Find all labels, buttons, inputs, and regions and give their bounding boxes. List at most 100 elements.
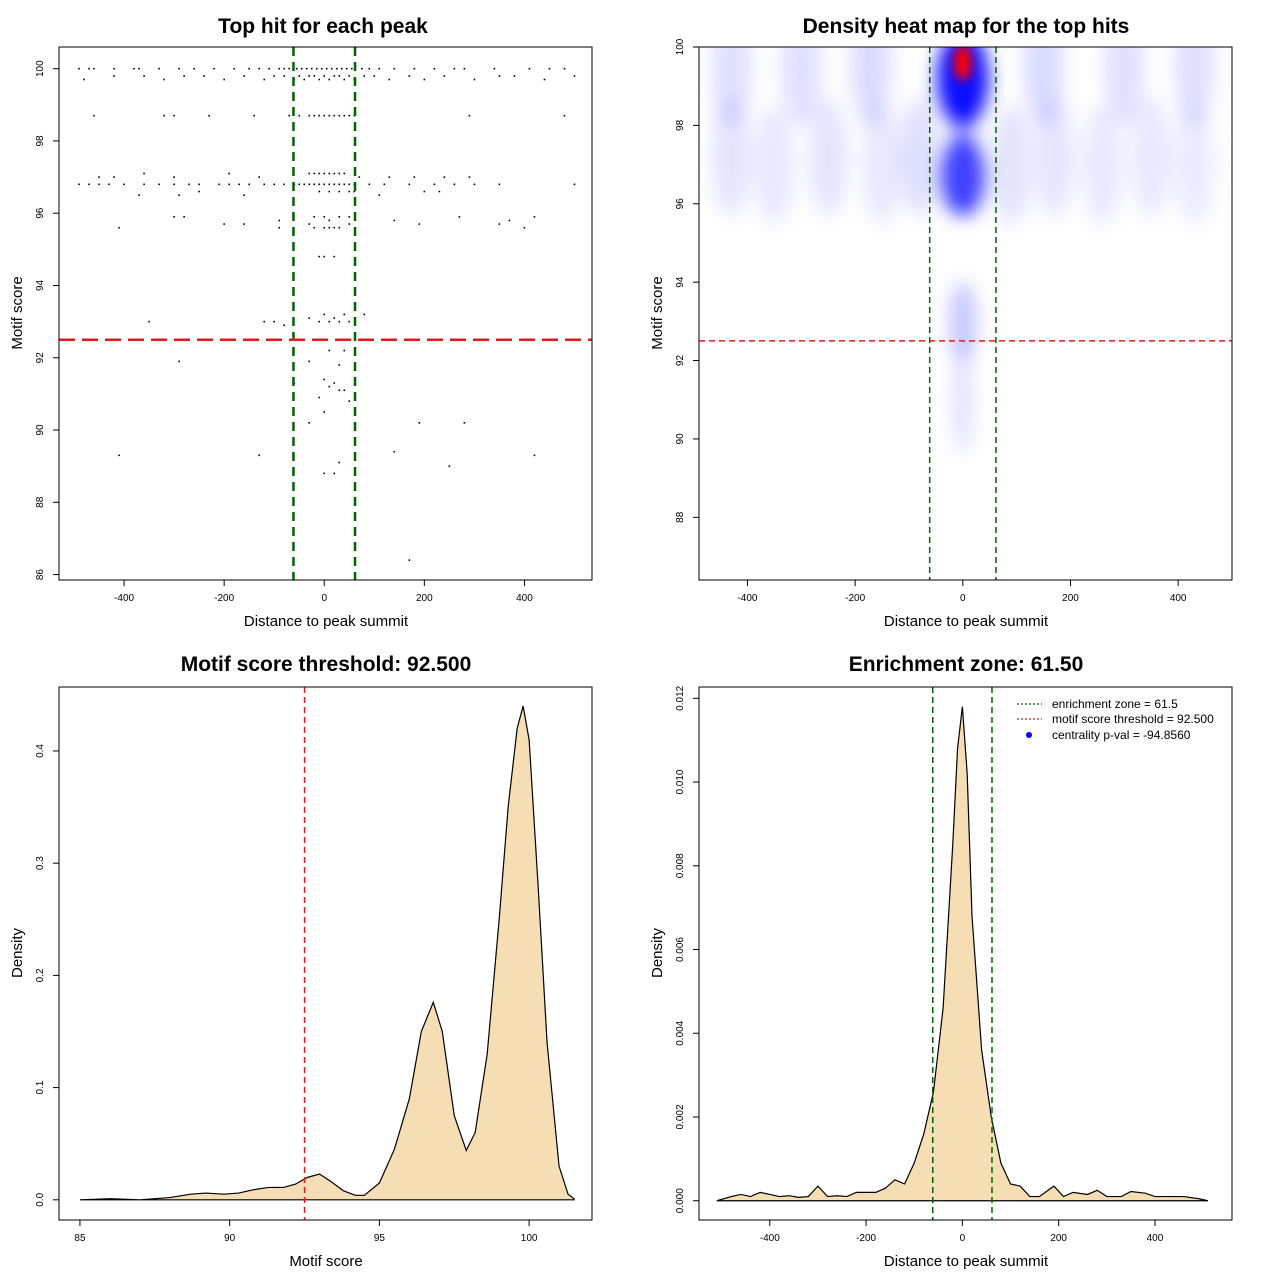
y-tick-label: 0.3 xyxy=(35,856,46,870)
scatter-point xyxy=(313,226,316,229)
scatter-point xyxy=(178,67,180,70)
score-density-y-axis: 0.0 0.1 0.2 0.3 0.4 xyxy=(35,744,60,1207)
scatter-point xyxy=(143,183,145,186)
scatter-point xyxy=(328,78,331,81)
scatter-point xyxy=(498,183,501,186)
scatter-point xyxy=(323,172,326,175)
scatter-point xyxy=(315,67,318,70)
scatter-point xyxy=(308,223,311,225)
scatter-xlabel: Distance to peak summit xyxy=(244,613,409,630)
y-tick-label: 0.4 xyxy=(35,744,46,758)
heatmap-hotspot-peak xyxy=(953,47,972,81)
scatter-point xyxy=(323,226,326,229)
scatter-point xyxy=(350,67,353,70)
scatter-point xyxy=(353,190,356,193)
scatter-point xyxy=(388,78,391,81)
scatter-point xyxy=(573,75,576,77)
scatter-ylabel: Motif score xyxy=(9,276,26,349)
x-tick-label: 95 xyxy=(374,1233,386,1244)
scatter-point xyxy=(393,450,396,453)
scatter-point xyxy=(393,219,396,222)
scatter-point xyxy=(348,223,351,225)
y-tick-label: 94 xyxy=(35,279,46,291)
scatter-point xyxy=(183,216,185,218)
scatter-point xyxy=(328,183,331,186)
x-tick-label: 85 xyxy=(74,1233,86,1244)
scatter-point xyxy=(273,320,276,323)
scatter-point xyxy=(533,216,536,218)
heatmap-hotspot-bridge xyxy=(950,97,975,154)
scatter-point xyxy=(83,78,85,81)
scatter-point xyxy=(283,183,286,186)
x-tick-label: 200 xyxy=(1050,1233,1067,1244)
scatter-point xyxy=(423,190,426,193)
heatmap-x-axis: -400 -200 0 200 400 xyxy=(737,579,1187,604)
scatter-point xyxy=(108,183,110,186)
scatter-point xyxy=(298,114,301,117)
y-tick-label: 0.0 xyxy=(35,1192,46,1206)
scatter-point xyxy=(278,67,281,70)
scatter-point xyxy=(208,114,210,117)
heatmap-haze xyxy=(851,47,892,127)
scatter-point xyxy=(388,176,391,178)
scatter-point xyxy=(543,78,546,81)
scatter-point xyxy=(338,216,341,218)
scatter-point xyxy=(338,190,341,193)
distance-density-x-axis: -400 -200 0 200 400 xyxy=(760,1219,1164,1244)
scatter-point xyxy=(378,194,381,196)
scatter-point xyxy=(248,183,250,186)
scatter-point xyxy=(340,67,343,70)
scatter-point xyxy=(345,67,348,70)
scatter-point xyxy=(328,190,331,193)
scatter-point xyxy=(313,114,316,117)
distance-density-title: Enrichment zone: 61.50 xyxy=(849,653,1084,676)
scatter-point xyxy=(468,114,471,117)
scatter-point xyxy=(330,67,333,70)
scatter-point xyxy=(283,67,286,70)
y-tick-label: 88 xyxy=(675,511,686,523)
scatter-point xyxy=(328,349,331,352)
scatter-point xyxy=(193,67,195,70)
scatter-point xyxy=(463,422,466,424)
scatter-point xyxy=(143,75,145,77)
scatter-point xyxy=(288,67,291,70)
scatter-point xyxy=(323,75,326,77)
y-tick-label: 98 xyxy=(35,135,46,147)
x-tick-label: -400 xyxy=(760,1233,780,1244)
scatter-point xyxy=(328,219,331,222)
scatter-point xyxy=(263,183,265,186)
score-density-title: Motif score threshold: 92.500 xyxy=(181,653,472,676)
y-tick-label: 0.002 xyxy=(675,1104,686,1129)
score-density-ylabel: Density xyxy=(9,927,26,978)
scatter-point xyxy=(308,360,311,363)
scatter-point xyxy=(318,255,321,258)
scatter-point xyxy=(468,176,471,178)
y-tick-label: 86 xyxy=(35,569,46,581)
y-tick-label: 0.2 xyxy=(35,968,46,982)
scatter-point xyxy=(283,75,286,77)
scatter-point xyxy=(238,183,240,186)
scatter-point xyxy=(318,183,321,186)
scatter-point xyxy=(308,317,311,319)
scatter-point xyxy=(163,78,165,81)
scatter-point xyxy=(243,194,245,196)
scatter-point xyxy=(498,223,501,225)
scatter-point xyxy=(338,364,341,366)
scatter-point xyxy=(113,176,115,178)
scatter-point xyxy=(173,176,175,178)
heatmap-density-field xyxy=(711,47,1215,455)
heatmap-xlabel: Distance to peak summit xyxy=(884,613,1049,630)
y-tick-label: 90 xyxy=(675,433,686,445)
scatter-point xyxy=(338,75,341,77)
scatter-point xyxy=(363,313,366,316)
y-tick-label: 94 xyxy=(675,276,686,288)
scatter-point xyxy=(263,320,265,323)
distance-density-plot-frame xyxy=(698,686,1233,1221)
scatter-point xyxy=(173,114,175,117)
scatter-point xyxy=(78,183,80,186)
scatter-point xyxy=(258,67,260,70)
scatter-point xyxy=(88,67,90,70)
scatter-point xyxy=(78,67,80,70)
scatter-point xyxy=(408,75,411,77)
scatter-point xyxy=(423,78,426,81)
